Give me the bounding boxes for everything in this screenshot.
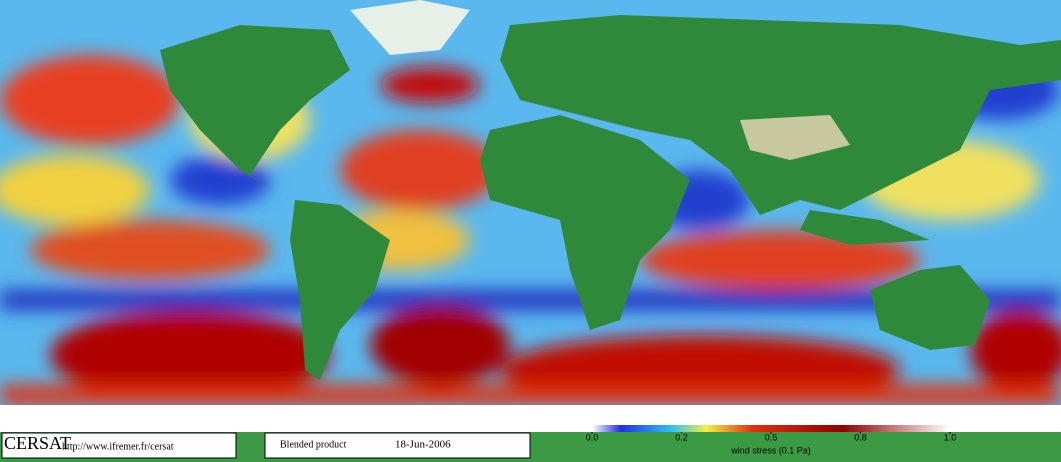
credits-box: CERSAT http://www.ifremer.fr/cersat [1,432,237,459]
colorbar-ramp [592,425,950,432]
product-date: 18-Jun-2006 [395,439,451,451]
colorbar-tick-label: 0.0 [586,432,599,442]
colorbar-tick-label: 0.8 [854,432,867,442]
colorbar-tick-label: 0.5 [765,432,778,442]
url: http://www.ifremer.fr/cersat [62,441,174,452]
colorbar-tick-label: 1.0 [944,432,957,442]
product-box: Blended product 18-Jun-2006 [264,432,531,459]
land [160,0,1061,380]
colorbar-label: wind stress (0.1 Pa) [730,445,811,455]
colorbar-tick-label: 0.2 [675,432,688,442]
colorbar: wind stress (0.1 Pa) [592,425,950,455]
product-name: Blended product [280,439,347,450]
org: CERSAT [4,433,71,453]
